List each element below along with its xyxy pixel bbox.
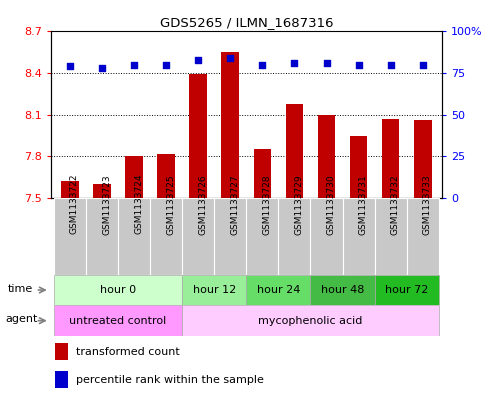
Text: percentile rank within the sample: percentile rank within the sample (76, 375, 264, 386)
Text: hour 48: hour 48 (321, 285, 364, 295)
Bar (150, 198, 182, 275)
Point (98, 65, 106, 71)
Bar (182, 198, 214, 275)
Bar (375, 275, 439, 305)
Text: GSM1133723: GSM1133723 (102, 174, 111, 235)
Text: GSM1133722: GSM1133722 (70, 174, 79, 235)
Bar (125, 156, 143, 198)
Bar (246, 275, 311, 305)
Text: GSM1133724: GSM1133724 (134, 174, 143, 235)
Bar (318, 115, 335, 198)
Bar (350, 136, 368, 198)
Bar (182, 275, 246, 305)
Bar (414, 120, 431, 198)
Point (66, 63, 74, 70)
Bar (54, 275, 182, 305)
Bar (382, 119, 399, 198)
Bar (118, 198, 150, 275)
Bar (214, 198, 246, 275)
Bar (55, 371, 68, 388)
Bar (61, 182, 79, 198)
Bar (93, 184, 111, 198)
Text: untreated control: untreated control (70, 316, 167, 326)
Bar (407, 198, 439, 275)
Point (355, 62, 362, 68)
Point (419, 62, 426, 68)
Point (291, 60, 298, 66)
Bar (375, 198, 407, 275)
Bar (189, 75, 207, 198)
Bar (182, 305, 439, 336)
Bar (278, 198, 311, 275)
Text: hour 72: hour 72 (385, 285, 428, 295)
Bar (54, 305, 182, 336)
Bar (285, 104, 303, 198)
Bar (254, 149, 271, 198)
Text: GSM1133728: GSM1133728 (262, 174, 271, 235)
Text: GSM1133725: GSM1133725 (166, 174, 175, 235)
Text: GSM1133726: GSM1133726 (198, 174, 207, 235)
Bar (86, 198, 118, 275)
Text: hour 12: hour 12 (193, 285, 236, 295)
Text: GSM1133730: GSM1133730 (327, 174, 336, 235)
Point (323, 60, 330, 66)
Bar (311, 275, 375, 305)
Point (194, 57, 202, 63)
Title: GDS5265 / ILMN_1687316: GDS5265 / ILMN_1687316 (159, 16, 333, 29)
Bar (157, 154, 175, 198)
Text: GSM1133732: GSM1133732 (391, 174, 399, 235)
Bar (222, 52, 239, 198)
Text: GSM1133727: GSM1133727 (230, 174, 239, 235)
Text: time: time (8, 283, 33, 294)
Text: GSM1133733: GSM1133733 (423, 174, 432, 235)
Point (130, 62, 138, 68)
Text: mycophenolic acid: mycophenolic acid (258, 316, 363, 326)
Text: GSM1133729: GSM1133729 (295, 174, 303, 235)
Point (387, 62, 395, 68)
Point (162, 62, 170, 68)
Bar (55, 343, 68, 360)
Point (258, 62, 266, 68)
Text: transformed count: transformed count (76, 347, 180, 357)
Bar (342, 198, 375, 275)
Text: hour 0: hour 0 (100, 285, 136, 295)
Point (227, 55, 234, 61)
Bar (54, 198, 86, 275)
Text: hour 24: hour 24 (256, 285, 300, 295)
Text: agent: agent (5, 314, 38, 324)
Bar (246, 198, 278, 275)
Text: GSM1133731: GSM1133731 (358, 174, 368, 235)
Bar (311, 198, 342, 275)
